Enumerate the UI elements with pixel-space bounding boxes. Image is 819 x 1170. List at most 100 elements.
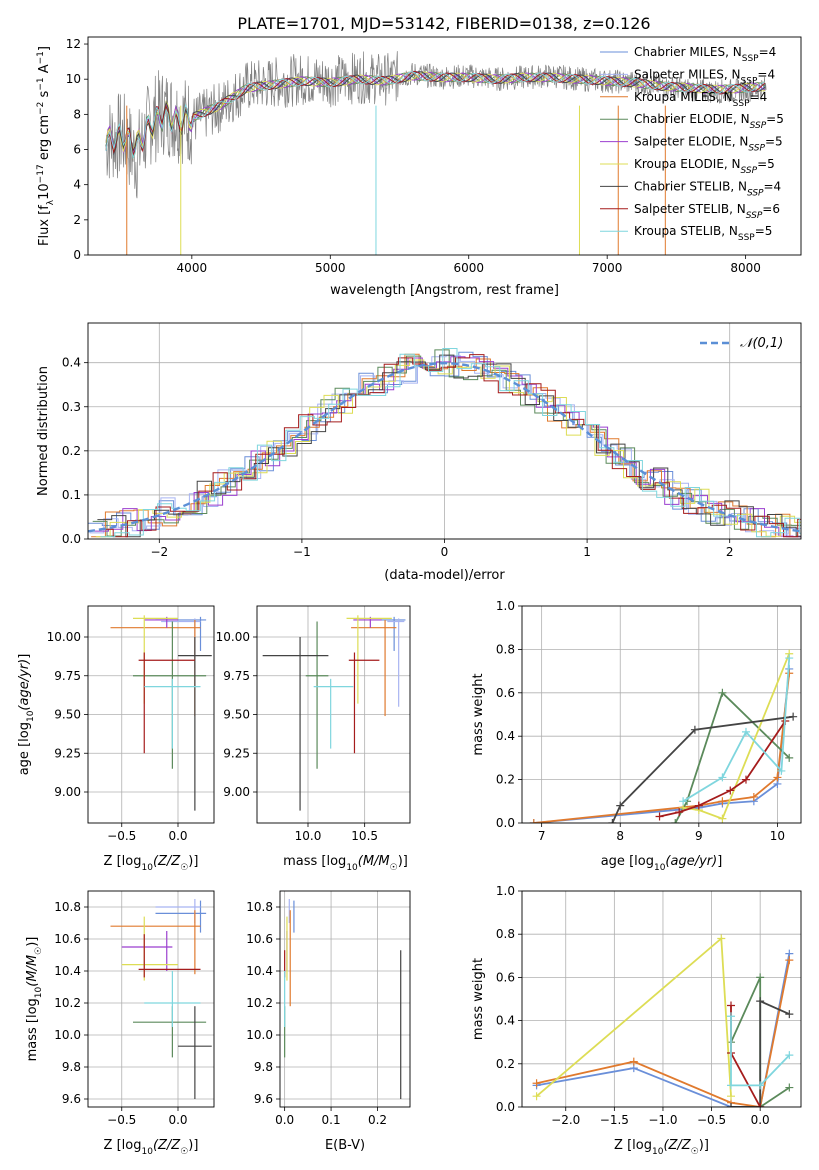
weight-marker xyxy=(785,956,794,965)
x-tick-label: 0 xyxy=(441,545,449,559)
model-spectrum-line xyxy=(105,70,766,156)
y-tick-label: 10.2 xyxy=(54,996,81,1010)
x-tick-label: 2 xyxy=(726,545,734,559)
errorbar-plot xyxy=(110,899,212,1099)
weight-marker xyxy=(718,814,727,823)
histogram-step xyxy=(88,351,801,538)
label-part: ☉ xyxy=(180,1147,188,1157)
axes-frame xyxy=(279,890,411,1108)
y-tick-label: 12 xyxy=(66,37,81,51)
y-tick-label: 9.75 xyxy=(54,669,81,683)
y-tick-label: 10.6 xyxy=(246,932,273,946)
weight-marker xyxy=(773,773,782,782)
x-axis-label: Z [log10(Z/Z☉)] xyxy=(614,1138,709,1157)
legend-entry: Kroupa MILES, NSSP=4 xyxy=(634,90,767,109)
label-part: (M/M xyxy=(358,854,390,869)
label-part: ] xyxy=(717,854,722,869)
label-part: log xyxy=(122,1138,142,1153)
weight-marker xyxy=(718,797,727,806)
y-tick-label: 0.4 xyxy=(496,1014,515,1028)
model-spectrum-line xyxy=(105,71,766,153)
axes-frame xyxy=(256,605,411,824)
label-part: −2 xyxy=(36,102,46,115)
label-part: ] xyxy=(17,654,32,659)
label-part: Normed distribution xyxy=(36,366,51,496)
y-tick-label: 0.8 xyxy=(496,927,515,941)
y-tick-label: 9.6 xyxy=(62,1092,81,1106)
legend-count: =4 xyxy=(759,45,777,59)
legend-sub: SSP xyxy=(750,121,767,131)
y-tick-label: 10.2 xyxy=(246,996,273,1010)
y-tick-label: 9.50 xyxy=(223,708,250,722)
y-tick-label: 10.00 xyxy=(47,630,81,644)
y-tick-label: 10.00 xyxy=(216,630,250,644)
label-part: ☉ xyxy=(34,947,44,955)
label-part: mass [ xyxy=(25,1018,40,1061)
label-part: 10 xyxy=(34,986,44,998)
histogram-step xyxy=(92,349,801,537)
label-part: 10 xyxy=(26,710,36,722)
x-tick-label: 9 xyxy=(695,829,703,843)
y-tick-label: 0.4 xyxy=(496,729,515,743)
legend-name: Kroupa MILES, N xyxy=(634,90,733,104)
y-tick-label: 9.6 xyxy=(254,1092,273,1106)
label-part: Z [ xyxy=(104,1138,122,1153)
label-part: log xyxy=(25,998,40,1018)
errorbar-plot xyxy=(110,615,212,811)
errorbar-plot xyxy=(262,615,406,811)
weight-marker xyxy=(785,654,794,663)
label-part: wavelength [Angstrom, rest frame] xyxy=(330,283,559,298)
label-part: E(B-V) xyxy=(325,1138,365,1153)
x-tick-label: −2 xyxy=(150,545,168,559)
x-tick-label: 4000 xyxy=(177,261,208,275)
legend-count: =5 xyxy=(755,224,773,238)
label-part: ☉ xyxy=(390,863,398,873)
x-tick-label: −0.5 xyxy=(107,1113,136,1127)
weight-marker xyxy=(726,786,735,795)
legend-name: Salpeter MILES, N xyxy=(634,67,741,81)
legend-entry: Salpeter STELIB, NSSP=6 xyxy=(634,202,780,221)
y-tick-label: 9.75 xyxy=(223,669,250,683)
x-tick-label: −1.0 xyxy=(648,1113,677,1127)
y-tick-label: 10.0 xyxy=(246,1028,273,1042)
weight-marker xyxy=(529,819,538,823)
x-tick-label: 8000 xyxy=(730,261,761,275)
weight-plot xyxy=(529,649,798,823)
y-tick-label: 0.0 xyxy=(62,532,81,546)
legend-entry: 𝒩(0,1) xyxy=(740,336,783,351)
weight-marker xyxy=(727,1001,736,1010)
legend-entry: Kroupa ELODIE, NSSP=5 xyxy=(634,157,775,176)
x-tick-label: 5000 xyxy=(315,261,346,275)
label-part: 10 xyxy=(142,1147,154,1157)
legend-count: =6 xyxy=(762,202,780,216)
weight-marker xyxy=(741,775,750,784)
x-axis-label: Z [log10(Z/Z☉)] xyxy=(104,1138,199,1157)
legend-name: Chabrier STELIB, N xyxy=(634,179,747,193)
label-part: (age/yr) xyxy=(17,659,32,711)
y-tick-label: 10.8 xyxy=(54,900,81,914)
x-axis-label: Z [log10(Z/Z☉)] xyxy=(104,854,199,873)
y-tick-label: 0.0 xyxy=(496,816,515,830)
legend-sub: SSP xyxy=(746,211,763,221)
label-part: s xyxy=(37,90,52,101)
label-part: log xyxy=(634,854,654,869)
y-tick-label: 0.3 xyxy=(62,400,81,414)
label-part: ☉ xyxy=(180,863,188,873)
legend-entry: Salpeter MILES, NSSP=4 xyxy=(634,67,775,86)
x-axis-label: mass [log10(M/M☉)] xyxy=(283,854,408,873)
legend-name: Salpeter STELIB, N xyxy=(634,202,746,216)
label-part: Z [ xyxy=(614,1138,632,1153)
y-tick-label: 0.0 xyxy=(496,1100,515,1114)
weight-marker xyxy=(727,1081,736,1090)
weight-marker xyxy=(717,934,726,943)
legend-name: Chabrier ELODIE, N xyxy=(634,112,750,126)
label-part: log xyxy=(122,854,142,869)
y-tick-label: 9.25 xyxy=(223,746,250,760)
label-part: (data-model)/error xyxy=(384,568,505,583)
label-part: Z [ xyxy=(104,854,122,869)
legend-count: =5 xyxy=(766,112,784,126)
weight-marker xyxy=(655,812,664,821)
weight-marker xyxy=(756,973,765,982)
legend-count: =4 xyxy=(750,90,768,104)
